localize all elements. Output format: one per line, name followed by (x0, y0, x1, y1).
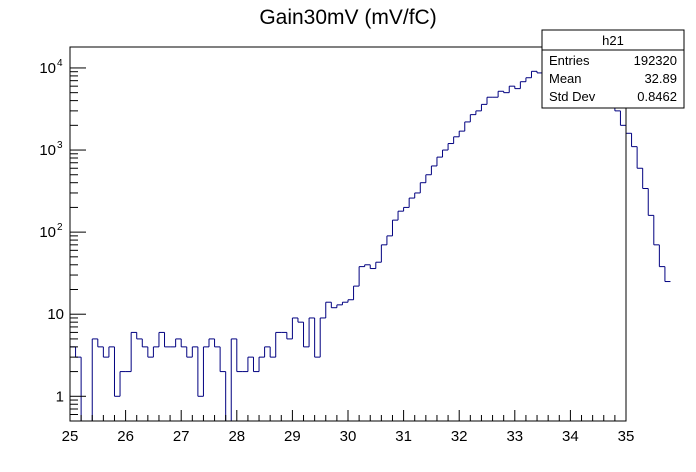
x-tick-label: 33 (506, 428, 523, 445)
stats-box: h21 Entries 192320 Mean 32.89 Std Dev 0.… (541, 29, 685, 109)
x-tick-label: 32 (451, 428, 468, 445)
stats-box-frame (541, 29, 685, 109)
y-tick-label: 10 (39, 224, 56, 241)
x-tick-label: 34 (562, 428, 579, 445)
stats-stddev-value: 0.8462 (637, 89, 677, 104)
y-tick-exponent: 3 (57, 140, 63, 151)
stats-stddev-label: Std Dev (549, 89, 596, 104)
y-tick-label: 10 (47, 306, 64, 323)
x-tick-label: 27 (173, 428, 190, 445)
x-tick-label: 29 (284, 428, 301, 445)
x-tick-label: 26 (117, 428, 134, 445)
x-tick-label: 35 (618, 428, 635, 445)
stats-mean-label: Mean (549, 71, 582, 86)
x-axis: 25 26 27 28 29 30 31 32 33 34 35 (62, 410, 635, 445)
x-tick-label: 25 (62, 428, 79, 445)
x-tick-label: 30 (340, 428, 357, 445)
y-tick-label: 10 (39, 142, 56, 159)
stats-mean-value: 32.89 (644, 71, 677, 86)
y-tick-label: 10 (39, 60, 56, 77)
chart-title: Gain30mV (mV/fC) (259, 6, 436, 29)
y-tick-exponent: 2 (57, 222, 63, 233)
x-tick-label: 31 (395, 428, 412, 445)
plot-area (69, 68, 671, 422)
stats-box-title: h21 (602, 33, 624, 48)
series-h21 (69, 68, 671, 422)
stats-entries-value: 192320 (634, 53, 677, 68)
y-tick-exponent: 4 (57, 58, 63, 69)
x-tick-label: 28 (228, 428, 245, 445)
stats-entries-label: Entries (549, 53, 590, 68)
y-tick-label: 1 (56, 388, 64, 405)
